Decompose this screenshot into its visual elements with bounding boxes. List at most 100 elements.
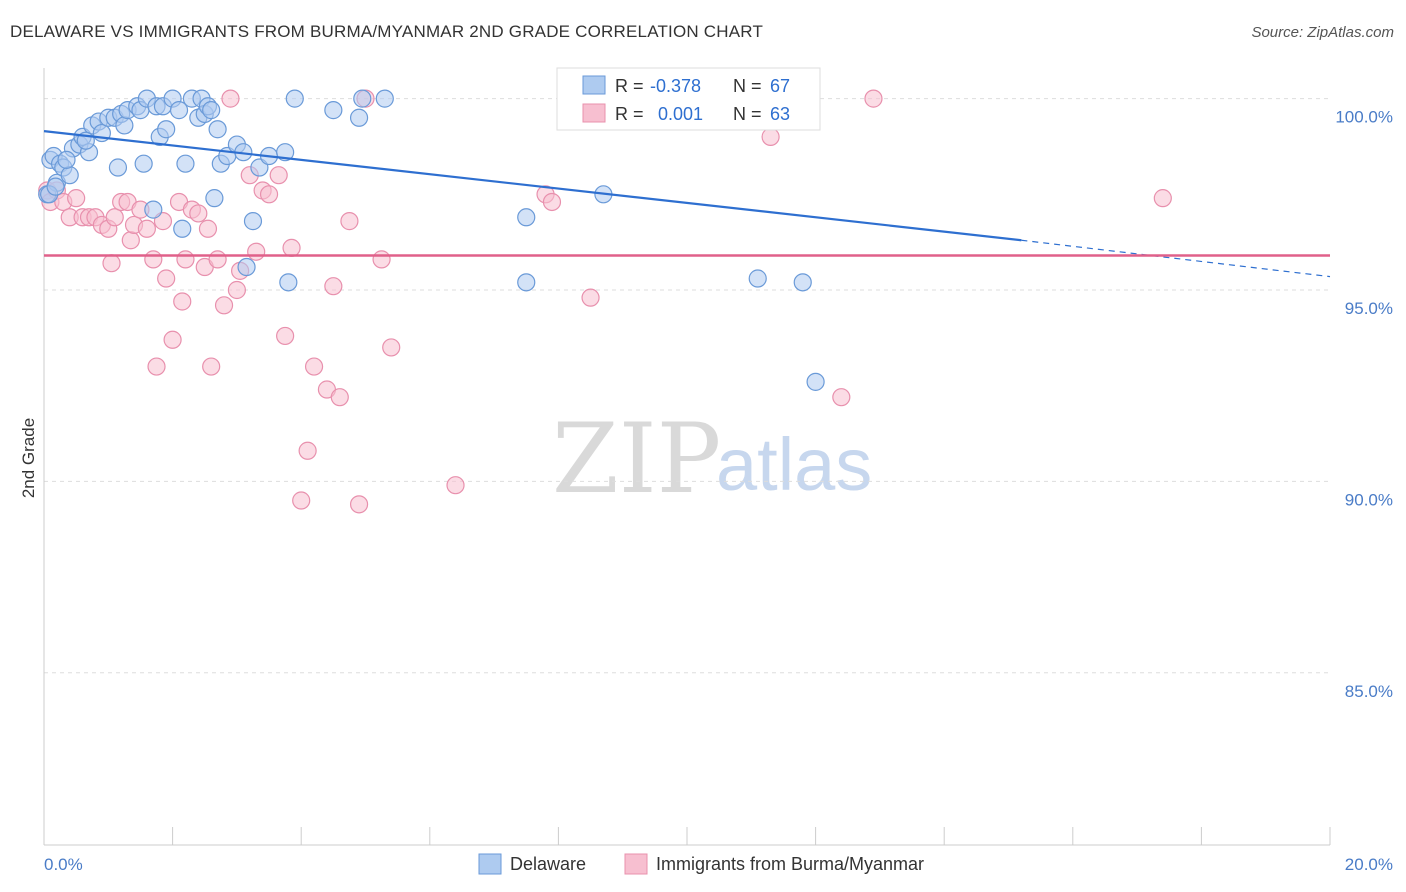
- delaware-point-50: [279, 273, 298, 292]
- delaware-point-54: [353, 89, 372, 108]
- delaware-point-22: [134, 154, 153, 173]
- burma-point-23: [163, 330, 182, 349]
- stats-legend-pink-n-label: N =: [733, 104, 762, 124]
- burma-point-12: [105, 208, 124, 227]
- delaware-trend-line-extension: [1021, 239, 1331, 278]
- delaware-point-62: [806, 372, 825, 391]
- delaware-point-64: [46, 177, 65, 196]
- y-tick-label-0: 100.0%: [1335, 108, 1393, 127]
- trend-lines: [43, 130, 1331, 278]
- burma-point-48: [324, 277, 343, 296]
- burma-point-31: [202, 357, 221, 376]
- y-tick-label-1: 95.0%: [1345, 299, 1393, 318]
- burma-point-53: [372, 250, 391, 269]
- burma-point-50: [340, 212, 359, 231]
- delaware-point-56: [517, 208, 536, 227]
- delaware-point-60: [748, 269, 767, 288]
- legend-swatch-delaware: [478, 853, 502, 875]
- burma-point-28: [189, 204, 208, 223]
- burma-point-25: [173, 292, 192, 311]
- delaware-point-32: [176, 154, 195, 173]
- delaware-point-38: [202, 101, 221, 120]
- delaware-point-55: [375, 89, 394, 108]
- delaware-point-30: [169, 101, 189, 120]
- delaware-point-6: [60, 166, 79, 185]
- delaware-point-40: [208, 120, 227, 139]
- delaware-point-28: [157, 120, 176, 139]
- y-tick-label-2: 90.0%: [1345, 490, 1393, 509]
- burma-point-62: [1153, 189, 1172, 208]
- burma-point-5: [67, 189, 86, 208]
- burma-point-41: [269, 166, 288, 185]
- burma-point-46: [304, 357, 324, 376]
- burma-point-55: [446, 476, 465, 495]
- watermark-zip: ZIP: [552, 403, 721, 515]
- delaware-point-53: [349, 108, 369, 127]
- burma-point-30: [198, 219, 218, 238]
- stats-legend-pink-n-value: 63: [770, 104, 790, 124]
- delaware-point-31: [173, 219, 192, 238]
- burma-point-22: [157, 269, 176, 288]
- burma-point-51: [349, 495, 369, 514]
- delaware-point-61: [793, 273, 812, 292]
- burma-point-58: [581, 288, 600, 307]
- burma-point-38: [247, 242, 266, 261]
- x-axis-tick-labels: 0.0% 20.0%: [44, 855, 1393, 874]
- burma-point-34: [221, 89, 240, 108]
- delaware-point-16: [108, 158, 128, 177]
- x-tick-label-0: 0.0%: [44, 855, 83, 874]
- burma-point-26: [176, 250, 195, 269]
- burma-point-42: [276, 326, 295, 346]
- stats-legend-swatch-pink: [582, 103, 606, 123]
- burma-point-59: [761, 127, 780, 146]
- delaware-point-52: [324, 101, 343, 120]
- burma-point-44: [292, 491, 311, 510]
- x-axis-ticks: [43, 827, 1331, 845]
- stats-legend: R = -0.378 N = 67 R = 0.001 N = 63: [556, 67, 821, 131]
- burma-point-60: [832, 388, 851, 407]
- stats-legend-swatch-blue: [582, 75, 606, 95]
- source-credit: Source: ZipAtlas.com: [1251, 24, 1394, 41]
- burma-point-40: [259, 185, 279, 204]
- burma-point-18: [137, 219, 156, 238]
- bottom-legend: Delaware Immigrants from Burma/Myanmar: [478, 853, 924, 875]
- burma-point-11: [102, 254, 121, 273]
- burma-point-20: [147, 357, 166, 376]
- burma-point-43: [282, 238, 301, 257]
- legend-label-burma: Immigrants from Burma/Myanmar: [656, 854, 924, 874]
- gridlines: [44, 98, 1330, 674]
- burma-point-54: [382, 338, 401, 357]
- y-tick-label-3: 85.0%: [1345, 682, 1393, 701]
- x-tick-label-1: 20.0%: [1345, 855, 1393, 874]
- burma-point-35: [227, 280, 246, 300]
- burma-point-49: [330, 388, 349, 407]
- delaware-point-24: [144, 200, 163, 219]
- burma-point-45: [298, 441, 317, 460]
- burma-point-19: [144, 250, 163, 269]
- chart-title: DELAWARE VS IMMIGRANTS FROM BURMA/MYANMA…: [10, 22, 764, 41]
- legend-label-delaware: Delaware: [510, 854, 586, 874]
- y-axis-tick-labels: 100.0% 95.0% 90.0% 85.0%: [1335, 108, 1393, 701]
- burma-point-61: [864, 89, 883, 108]
- delaware-trend-line: [43, 130, 1022, 242]
- stats-legend-blue-n-value: 67: [770, 76, 790, 96]
- stats-legend-blue-r-label: R =: [615, 76, 644, 96]
- stats-legend-blue-r-value: -0.378: [650, 76, 701, 96]
- stats-legend-pink-r-label: R =: [615, 104, 644, 124]
- burma-point-57: [542, 192, 562, 212]
- delaware-point-57: [517, 273, 536, 292]
- delaware-point-45: [237, 257, 256, 277]
- burma-point-33: [214, 296, 234, 315]
- legend-swatch-burma: [624, 853, 648, 875]
- y-axis-label: 2nd Grade: [19, 418, 38, 498]
- delaware-point-39: [205, 189, 224, 208]
- delaware-point-18: [115, 116, 134, 135]
- watermark-atlas: atlas: [716, 423, 872, 506]
- delaware-point-46: [243, 212, 263, 231]
- stats-legend-blue-n-label: N =: [733, 76, 762, 96]
- series-delaware-points: [38, 89, 825, 391]
- delaware-point-49: [276, 143, 295, 162]
- burma-point-15: [121, 231, 140, 250]
- burma-point-32: [208, 250, 227, 269]
